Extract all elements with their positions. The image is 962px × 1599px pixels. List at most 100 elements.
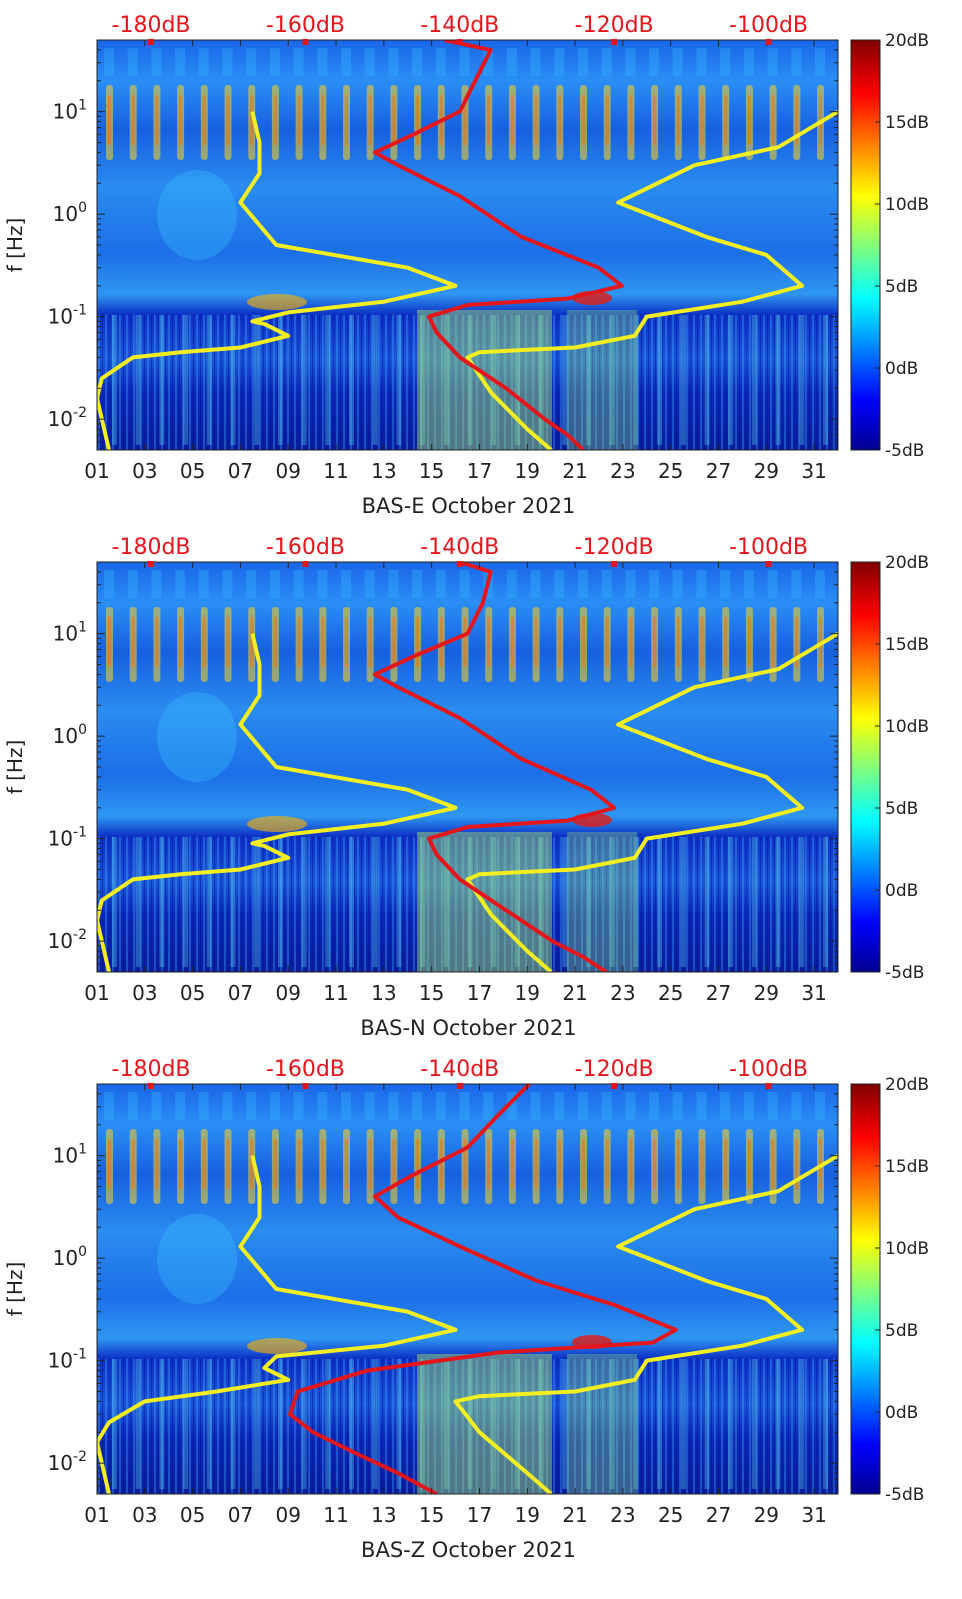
burst-core	[202, 95, 206, 145]
low-band	[443, 1359, 449, 1489]
burst-top	[104, 48, 114, 76]
overlay-lines	[97, 1084, 838, 1494]
low-band	[254, 837, 260, 967]
low-band	[396, 1359, 402, 1489]
burst-top	[317, 1092, 328, 1120]
low-frequency-patch	[417, 1354, 552, 1494]
x-tick-label: 03	[132, 1503, 157, 1527]
warm-spot	[247, 816, 307, 832]
burst-top	[198, 48, 209, 76]
x-tick-label: 21	[562, 459, 587, 483]
burst-core	[463, 617, 467, 667]
burst-top	[198, 570, 209, 598]
y-tick-base: 10	[53, 622, 78, 646]
burst-top	[341, 570, 351, 598]
x-tick-label: 21	[562, 1503, 587, 1527]
burst-top	[269, 570, 280, 598]
burst-top	[246, 570, 257, 598]
low-band	[420, 837, 426, 967]
burst-core	[321, 617, 325, 667]
y-tick-exponent: -1	[73, 303, 87, 319]
low-frequency-patch	[567, 832, 637, 972]
y-tick-base: 10	[53, 724, 78, 748]
colorbar-label: 0dB	[885, 1403, 918, 1423]
x-tick-label: 05	[180, 459, 205, 483]
burst-core	[226, 95, 230, 145]
burst-top	[435, 48, 446, 76]
low-band	[728, 315, 734, 445]
burst-top	[483, 48, 494, 76]
burst-top	[554, 48, 565, 76]
colorbar-label: -5dB	[885, 1485, 924, 1505]
burst-core	[700, 617, 704, 667]
low-band	[301, 315, 307, 445]
low-band	[680, 837, 686, 967]
low-band	[230, 837, 236, 967]
top-db-label: -120dB	[575, 535, 654, 560]
burst-top	[625, 48, 636, 76]
low-band	[206, 1359, 212, 1489]
x-tick-label: 27	[706, 981, 731, 1005]
colorbar-label: 10dB	[885, 195, 929, 215]
burst-top	[364, 1092, 375, 1120]
burst-core	[487, 617, 491, 667]
burst-top	[127, 570, 138, 598]
x-tick-label: 03	[132, 459, 157, 483]
burst-core	[795, 95, 799, 145]
low-band	[538, 1359, 544, 1489]
burst-top	[743, 48, 754, 76]
burst-core	[558, 1139, 562, 1189]
burst-core	[724, 617, 728, 667]
low-band	[372, 1359, 378, 1489]
burst-core	[487, 95, 491, 145]
burst-core	[392, 95, 396, 145]
line-red-spectrum	[372, 40, 624, 450]
x-tick-label: 11	[323, 981, 348, 1005]
spectrogram-noise-bands	[97, 1358, 838, 1494]
burst-top	[483, 1092, 494, 1120]
burst-top	[175, 48, 186, 76]
low-band	[159, 837, 165, 967]
x-tick-label: 11	[323, 459, 348, 483]
low-band	[230, 315, 236, 445]
low-band	[443, 837, 449, 967]
burst-core	[653, 617, 657, 667]
burst-core	[795, 617, 799, 667]
colorbar	[850, 39, 881, 451]
burst-top	[578, 48, 588, 76]
low-band	[467, 837, 473, 967]
low-band	[183, 315, 189, 445]
burst-core	[724, 1139, 728, 1189]
low-band	[183, 1359, 189, 1489]
y-tick-exponent: -2	[73, 927, 87, 943]
y-tick-label: 101	[53, 98, 87, 124]
burst-core	[273, 617, 277, 667]
y-axis-label: f [Hz]	[3, 1262, 27, 1317]
colorbar-label: 5dB	[885, 277, 918, 297]
burst-top	[341, 1092, 351, 1120]
burst-top	[459, 48, 470, 76]
burst-core	[605, 95, 609, 145]
low-band	[823, 315, 828, 445]
burst-core	[795, 1139, 799, 1189]
burst-top	[672, 570, 683, 598]
low-band	[396, 837, 402, 967]
top-tick-mark	[302, 39, 309, 45]
low-band	[230, 1359, 236, 1489]
burst-top	[720, 48, 731, 76]
x-tick-label: 05	[180, 1503, 205, 1527]
low-band	[538, 837, 544, 967]
y-tick-base: 10	[48, 1451, 73, 1475]
low-band	[657, 315, 663, 445]
burst-top	[506, 570, 517, 598]
burst-top	[530, 48, 541, 76]
low-band	[325, 837, 331, 967]
top-db-label: -160dB	[266, 535, 345, 560]
burst-core	[439, 1139, 443, 1189]
spectrogram-noise-bands	[97, 836, 838, 972]
low-band	[799, 1359, 805, 1489]
burst-core	[108, 617, 111, 667]
burst-core	[510, 1139, 514, 1189]
